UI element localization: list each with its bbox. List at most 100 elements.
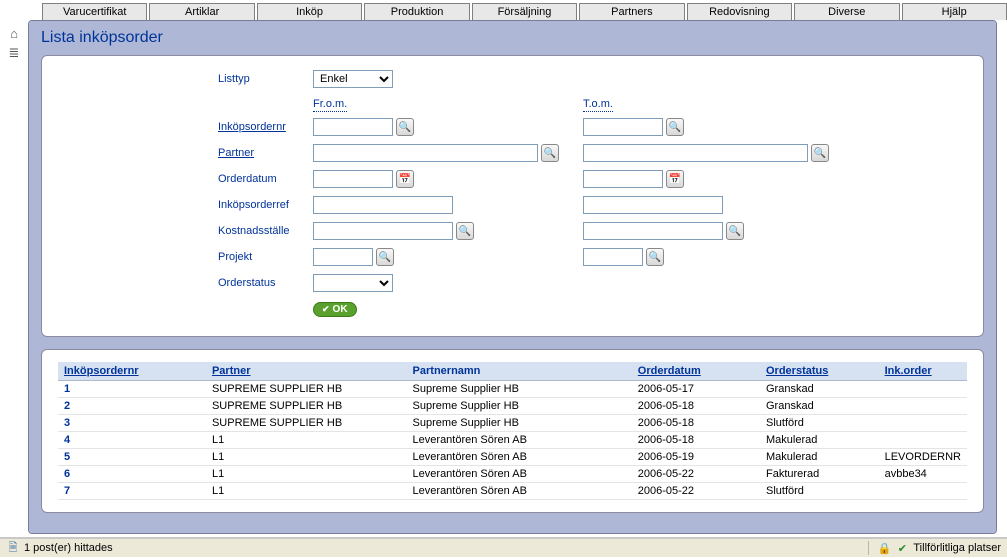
orderstatus-select[interactable] [313,274,393,292]
inkopsordernr-label[interactable]: Inköpsordernr [218,121,313,133]
cell-orderstatus: Slutförd [760,415,879,432]
cell-partnernamn: Leverantören Sören AB [407,466,632,483]
lookup-icon[interactable]: 🔍 [646,248,664,266]
table-row[interactable]: 2SUPREME SUPPLIER HBSupreme Supplier HB2… [58,398,967,415]
th-partner[interactable]: Partner [212,365,251,377]
tab-produktion[interactable]: Produktion [364,3,469,20]
calendar-icon[interactable]: 📅 [666,170,684,188]
cell-orderdatum: 2006-05-22 [632,483,760,500]
cell-partner: L1 [206,449,407,466]
left-icon-bar: ⌂ ≣ [0,20,28,534]
table-row[interactable]: 1SUPREME SUPPLIER HBSupreme Supplier HB2… [58,381,967,398]
tab-inkop[interactable]: Inköp [257,3,362,20]
inkopsorderref-to-input[interactable] [583,196,723,214]
table-row[interactable]: 7L1Leverantören Sören AB2006-05-22Slutfö… [58,483,967,500]
cell-inkorder: avbbe34 [879,466,967,483]
lookup-icon[interactable]: 🔍 [396,118,414,136]
lookup-icon[interactable]: 🔍 [541,144,559,162]
cell-inkorder [879,483,967,500]
cell-orderdatum: 2006-05-19 [632,449,760,466]
tab-forsaljning[interactable]: Försäljning [472,3,577,20]
home-icon[interactable]: ⌂ [0,26,28,41]
lookup-icon[interactable]: 🔍 [376,248,394,266]
list-icon[interactable]: ≣ [0,45,28,61]
projekt-from-input[interactable] [313,248,373,266]
document-icon: 🗎 [6,541,20,555]
inkopsorderref-from-input[interactable] [313,196,453,214]
listtyp-select[interactable]: Enkel [313,70,393,88]
th-orderstatus[interactable]: Orderstatus [766,365,828,377]
from-label: Fr.o.m. [313,98,347,112]
cell-nr[interactable]: 5 [58,449,206,466]
cell-partnernamn: Leverantören Sören AB [407,432,632,449]
cell-nr[interactable]: 1 [58,381,206,398]
page-title: Lista inköpsorder [41,29,984,47]
cell-nr[interactable]: 2 [58,398,206,415]
cell-nr[interactable]: 3 [58,415,206,432]
tab-redovisning[interactable]: Redovisning [687,3,792,20]
tab-hjalp[interactable]: Hjälp [902,3,1007,20]
filter-form: Listtyp Enkel Fr.o.m. T.o.m. Inkö [41,55,984,337]
to-label: T.o.m. [583,98,613,112]
partner-label[interactable]: Partner [218,147,313,159]
cell-nr[interactable]: 7 [58,483,206,500]
table-row[interactable]: 6L1Leverantören Sören AB2006-05-22Faktur… [58,466,967,483]
orderdatum-label: Orderdatum [218,173,313,185]
lookup-icon[interactable]: 🔍 [811,144,829,162]
projekt-label: Projekt [218,251,313,263]
results-panel: Inköpsordernr Partner Partnernamn Orderd… [41,349,984,513]
cell-orderstatus: Granskad [760,381,879,398]
cell-nr[interactable]: 4 [58,432,206,449]
lookup-icon[interactable]: 🔍 [666,118,684,136]
lock-icon: 🔒 [877,541,891,555]
cell-partner: SUPREME SUPPLIER HB [206,398,407,415]
results-table: Inköpsordernr Partner Partnernamn Orderd… [58,362,967,500]
ok-button[interactable]: OK [313,302,357,317]
cell-partner: L1 [206,466,407,483]
cell-inkorder [879,432,967,449]
table-row[interactable]: 3SUPREME SUPPLIER HBSupreme Supplier HB2… [58,415,967,432]
cell-inkorder: LEVORDERNR [879,449,967,466]
top-tab-bar: Varucertifikat Artiklar Inköp Produktion… [42,3,1007,20]
lookup-icon[interactable]: 🔍 [726,222,744,240]
orderdatum-to-input[interactable] [583,170,663,188]
status-bar: 🗎 1 post(er) hittades 🔒 ✔ Tillförlitliga… [0,537,1007,557]
orderdatum-from-input[interactable] [313,170,393,188]
partner-from-input[interactable] [313,144,538,162]
cell-partnernamn: Supreme Supplier HB [407,398,632,415]
inkopsordernr-to-input[interactable] [583,118,663,136]
th-inkopsordernr[interactable]: Inköpsordernr [64,365,139,377]
cell-orderdatum: 2006-05-22 [632,466,760,483]
inkopsordernr-from-input[interactable] [313,118,393,136]
inkopsorderref-label: Inköpsorderref [218,199,313,211]
cell-nr[interactable]: 6 [58,466,206,483]
cell-partnernamn: Supreme Supplier HB [407,381,632,398]
orderstatus-label: Orderstatus [218,277,313,289]
tab-partners[interactable]: Partners [579,3,684,20]
table-row[interactable]: 5L1Leverantören Sören AB2006-05-19Makule… [58,449,967,466]
listtyp-label: Listtyp [218,73,313,85]
kostnadsstalle-from-input[interactable] [313,222,453,240]
th-inkorder[interactable]: Ink.order [885,365,932,377]
tab-artiklar[interactable]: Artiklar [149,3,254,20]
cell-partner: SUPREME SUPPLIER HB [206,381,407,398]
cell-orderdatum: 2006-05-18 [632,398,760,415]
cell-orderstatus: Makulerad [760,449,879,466]
tab-varucertifikat[interactable]: Varucertifikat [42,3,147,20]
table-row[interactable]: 4L1Leverantören Sören AB2006-05-18Makule… [58,432,967,449]
tab-diverse[interactable]: Diverse [794,3,899,20]
cell-inkorder [879,415,967,432]
kostnadsstalle-to-input[interactable] [583,222,723,240]
projekt-to-input[interactable] [583,248,643,266]
cell-orderstatus: Fakturerad [760,466,879,483]
content-panel: Lista inköpsorder Listtyp Enkel [28,20,997,534]
partner-to-input[interactable] [583,144,808,162]
cell-partner: L1 [206,432,407,449]
check-icon: ✔ [895,541,909,555]
th-orderdatum[interactable]: Orderdatum [638,365,701,377]
th-partnernamn[interactable]: Partnernamn [413,365,481,377]
calendar-icon[interactable]: 📅 [396,170,414,188]
lookup-icon[interactable]: 🔍 [456,222,474,240]
cell-partner: SUPREME SUPPLIER HB [206,415,407,432]
cell-inkorder [879,398,967,415]
